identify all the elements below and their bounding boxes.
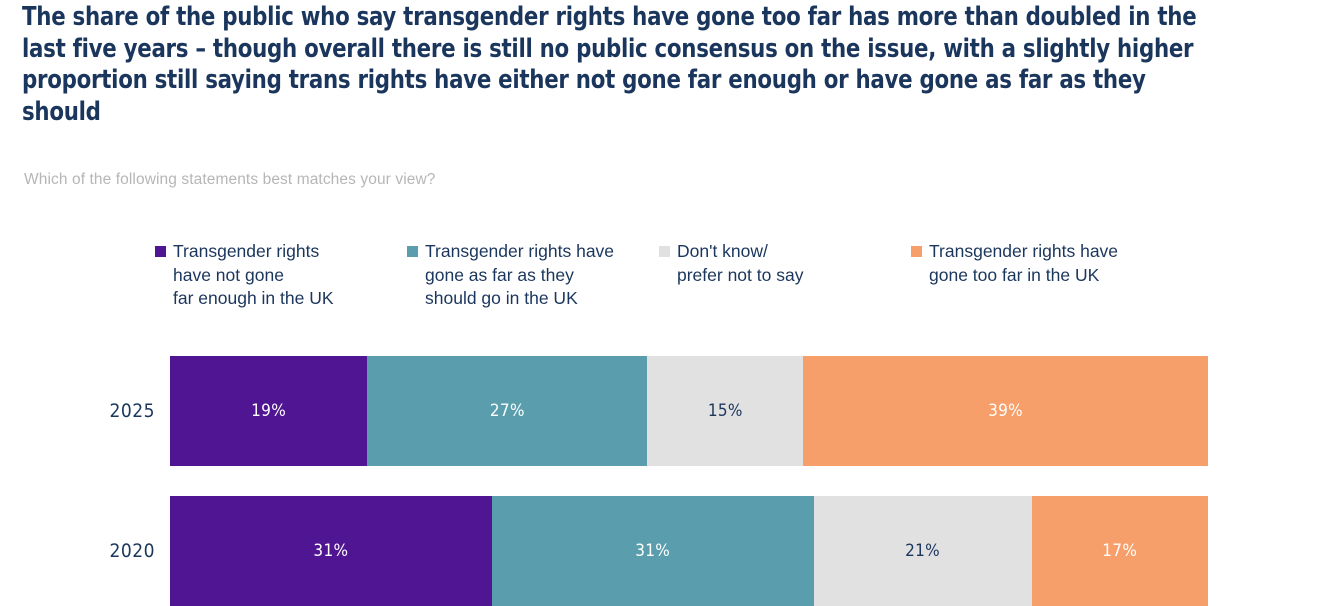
bar-row: 2020 31% 31% 21% 17% — [0, 496, 1334, 606]
bar-segment[interactable]: 31% — [491, 496, 814, 606]
chart-title: The share of the public who say transgen… — [22, 2, 1197, 127]
bar-segment[interactable]: 19% — [170, 356, 368, 466]
chart-legend: Transgender rights have not gone far eno… — [155, 240, 1334, 311]
legend-item[interactable]: Don't know/ prefer not to say — [659, 240, 911, 287]
legend-item-label: Don't know/ prefer not to say — [677, 241, 804, 285]
bar-segment[interactable]: 21% — [813, 496, 1032, 606]
bar-segment-value-label: 17% — [1102, 541, 1138, 561]
legend-swatch-icon — [659, 246, 670, 257]
stacked-bar-track: 19% 27% 15% 39% — [170, 356, 1208, 466]
bar-segment-value-label: 31% — [313, 541, 349, 561]
bar-segment[interactable]: 27% — [367, 356, 648, 466]
y-axis-tick-label: 2025 — [109, 400, 155, 422]
bar-segment[interactable]: 15% — [647, 356, 804, 466]
legend-item-label: Transgender rights have not gone far eno… — [173, 241, 334, 308]
legend-swatch-icon — [407, 246, 418, 257]
bar-segment-value-label: 27% — [489, 401, 525, 421]
legend-item[interactable]: Transgender rights have gone too far in … — [911, 240, 1163, 287]
bar-segment[interactable]: 31% — [170, 496, 492, 606]
bar-segment-value-label: 21% — [905, 541, 940, 561]
legend-item-label: Transgender rights have gone as far as t… — [425, 241, 615, 308]
legend-swatch-icon — [911, 246, 922, 257]
y-axis-tick-label: 2020 — [109, 540, 155, 562]
legend-item[interactable]: Transgender rights have not gone far eno… — [155, 240, 407, 311]
legend-item[interactable]: Transgender rights have gone as far as t… — [407, 240, 659, 311]
bar-segment-value-label: 19% — [251, 401, 287, 421]
bar-row: 2025 19% 27% 15% 39% — [0, 356, 1334, 466]
chart-plot-area: 2025 19% 27% 15% 39% 2020 31% 31% 21% 17% — [0, 330, 1334, 606]
bar-segment[interactable]: 39% — [803, 356, 1208, 466]
stacked-bar-track: 31% 31% 21% 17% — [170, 496, 1208, 606]
bar-segment-value-label: 31% — [635, 541, 671, 561]
bar-segment[interactable]: 17% — [1031, 496, 1208, 606]
bar-segment-value-label: 39% — [988, 401, 1024, 421]
bar-segment-value-label: 15% — [707, 401, 743, 421]
chart-subtitle: Which of the following statements best m… — [24, 171, 436, 188]
legend-item-label: Transgender rights have gone too far in … — [929, 241, 1119, 285]
legend-swatch-icon — [155, 246, 166, 257]
